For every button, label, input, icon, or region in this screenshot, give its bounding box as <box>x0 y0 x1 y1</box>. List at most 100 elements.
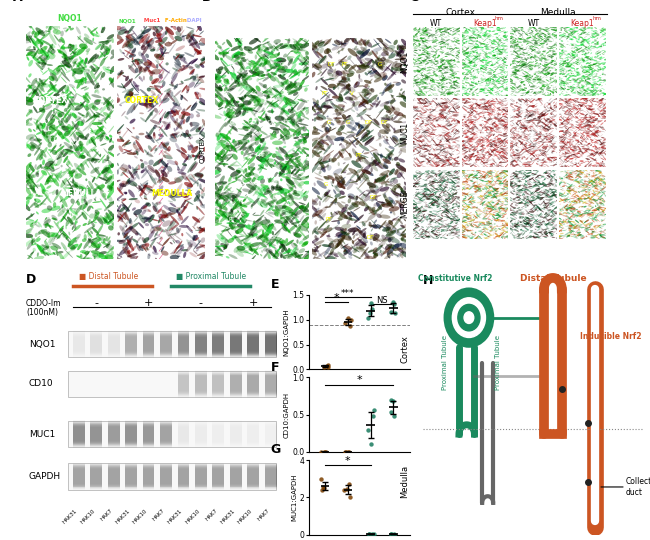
Ellipse shape <box>523 125 525 126</box>
Ellipse shape <box>324 126 328 132</box>
Ellipse shape <box>574 93 577 94</box>
Ellipse shape <box>140 202 150 210</box>
Ellipse shape <box>540 197 544 199</box>
Ellipse shape <box>562 64 564 66</box>
Ellipse shape <box>539 191 545 193</box>
Ellipse shape <box>515 200 521 201</box>
Ellipse shape <box>265 158 274 163</box>
Ellipse shape <box>262 230 264 235</box>
Ellipse shape <box>427 195 429 196</box>
Ellipse shape <box>35 112 45 124</box>
Ellipse shape <box>411 185 417 187</box>
Ellipse shape <box>268 246 271 248</box>
Ellipse shape <box>454 84 458 87</box>
Ellipse shape <box>517 131 519 132</box>
Ellipse shape <box>140 89 148 96</box>
Ellipse shape <box>72 51 75 55</box>
Ellipse shape <box>522 127 528 129</box>
Bar <box>230 422 242 443</box>
Ellipse shape <box>574 147 575 149</box>
Text: CORTEX: CORTEX <box>34 96 68 105</box>
Ellipse shape <box>592 101 597 102</box>
Ellipse shape <box>242 78 248 85</box>
Ellipse shape <box>461 36 463 37</box>
Ellipse shape <box>440 105 445 111</box>
Ellipse shape <box>439 187 445 192</box>
Ellipse shape <box>145 99 154 107</box>
Ellipse shape <box>551 221 555 222</box>
Ellipse shape <box>339 93 343 100</box>
Ellipse shape <box>136 243 138 246</box>
Ellipse shape <box>450 118 455 122</box>
Ellipse shape <box>31 243 36 246</box>
Ellipse shape <box>602 200 604 201</box>
Ellipse shape <box>449 66 453 67</box>
Ellipse shape <box>552 143 556 144</box>
Ellipse shape <box>428 57 431 59</box>
Ellipse shape <box>436 93 437 94</box>
Bar <box>108 331 120 353</box>
Ellipse shape <box>579 104 583 107</box>
Ellipse shape <box>138 186 147 192</box>
Ellipse shape <box>411 204 417 205</box>
Ellipse shape <box>526 180 530 181</box>
Ellipse shape <box>477 191 480 193</box>
Ellipse shape <box>516 175 517 176</box>
Ellipse shape <box>540 114 545 116</box>
Ellipse shape <box>588 63 590 64</box>
Ellipse shape <box>479 173 484 178</box>
Ellipse shape <box>452 181 456 184</box>
Ellipse shape <box>490 128 494 129</box>
Ellipse shape <box>339 94 342 99</box>
Ellipse shape <box>510 44 514 48</box>
Ellipse shape <box>415 127 421 131</box>
Ellipse shape <box>497 176 502 177</box>
Ellipse shape <box>340 228 348 235</box>
Ellipse shape <box>518 202 524 204</box>
Ellipse shape <box>444 153 447 156</box>
Ellipse shape <box>105 172 109 177</box>
Ellipse shape <box>412 100 414 102</box>
Ellipse shape <box>576 139 580 143</box>
Ellipse shape <box>555 160 559 165</box>
Ellipse shape <box>581 50 584 51</box>
Ellipse shape <box>425 76 426 77</box>
Ellipse shape <box>489 113 493 116</box>
Ellipse shape <box>489 164 492 167</box>
Ellipse shape <box>151 78 159 84</box>
Ellipse shape <box>571 39 573 40</box>
Ellipse shape <box>478 105 480 106</box>
Ellipse shape <box>537 112 541 117</box>
Ellipse shape <box>543 185 545 186</box>
Ellipse shape <box>57 206 64 212</box>
Ellipse shape <box>553 174 556 176</box>
Ellipse shape <box>430 218 436 222</box>
Ellipse shape <box>574 210 576 212</box>
Ellipse shape <box>546 39 550 40</box>
Ellipse shape <box>444 68 447 69</box>
Ellipse shape <box>514 158 519 159</box>
Ellipse shape <box>488 192 491 194</box>
Ellipse shape <box>462 102 466 104</box>
Ellipse shape <box>558 194 564 197</box>
Ellipse shape <box>438 172 443 176</box>
Ellipse shape <box>535 154 538 157</box>
Ellipse shape <box>498 120 504 122</box>
Bar <box>265 375 277 396</box>
Ellipse shape <box>545 125 551 129</box>
Ellipse shape <box>436 163 438 166</box>
Ellipse shape <box>462 62 463 63</box>
Ellipse shape <box>117 85 124 88</box>
Ellipse shape <box>464 35 465 36</box>
Ellipse shape <box>583 85 585 87</box>
Ellipse shape <box>73 222 75 225</box>
Ellipse shape <box>578 202 581 204</box>
Ellipse shape <box>501 236 504 237</box>
Ellipse shape <box>88 238 97 248</box>
Ellipse shape <box>560 171 564 172</box>
Ellipse shape <box>302 126 307 132</box>
Ellipse shape <box>504 50 506 51</box>
Ellipse shape <box>490 89 493 90</box>
Ellipse shape <box>214 218 219 224</box>
Ellipse shape <box>554 71 559 72</box>
